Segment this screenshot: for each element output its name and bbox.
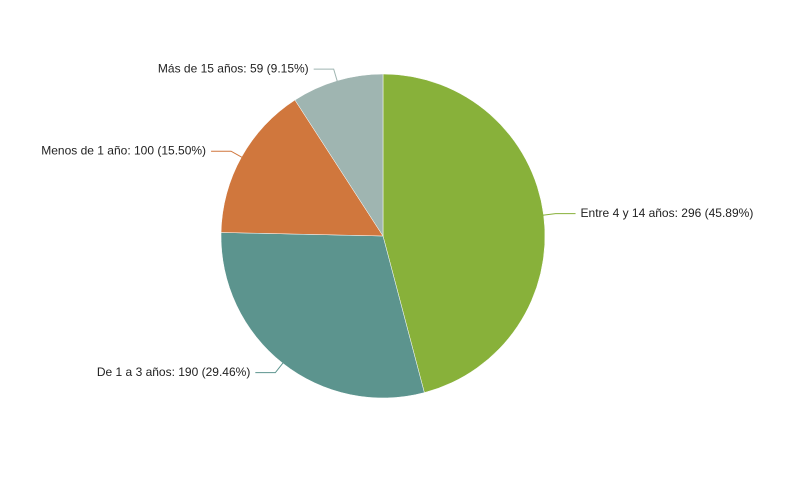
leader-line (313, 68, 339, 83)
leader-line (255, 361, 285, 374)
slice-label: De 1 a 3 años: 190 (29.46%) (97, 365, 250, 379)
slice-label: Entre 4 y 14 años: 296 (45.89%) (581, 206, 754, 220)
leader-line (211, 150, 244, 159)
slice-label: Menos de 1 año: 100 (15.50%) (41, 143, 206, 157)
leader-line (541, 213, 576, 216)
slice-label: Más de 15 años: 59 (9.15%) (158, 61, 309, 75)
